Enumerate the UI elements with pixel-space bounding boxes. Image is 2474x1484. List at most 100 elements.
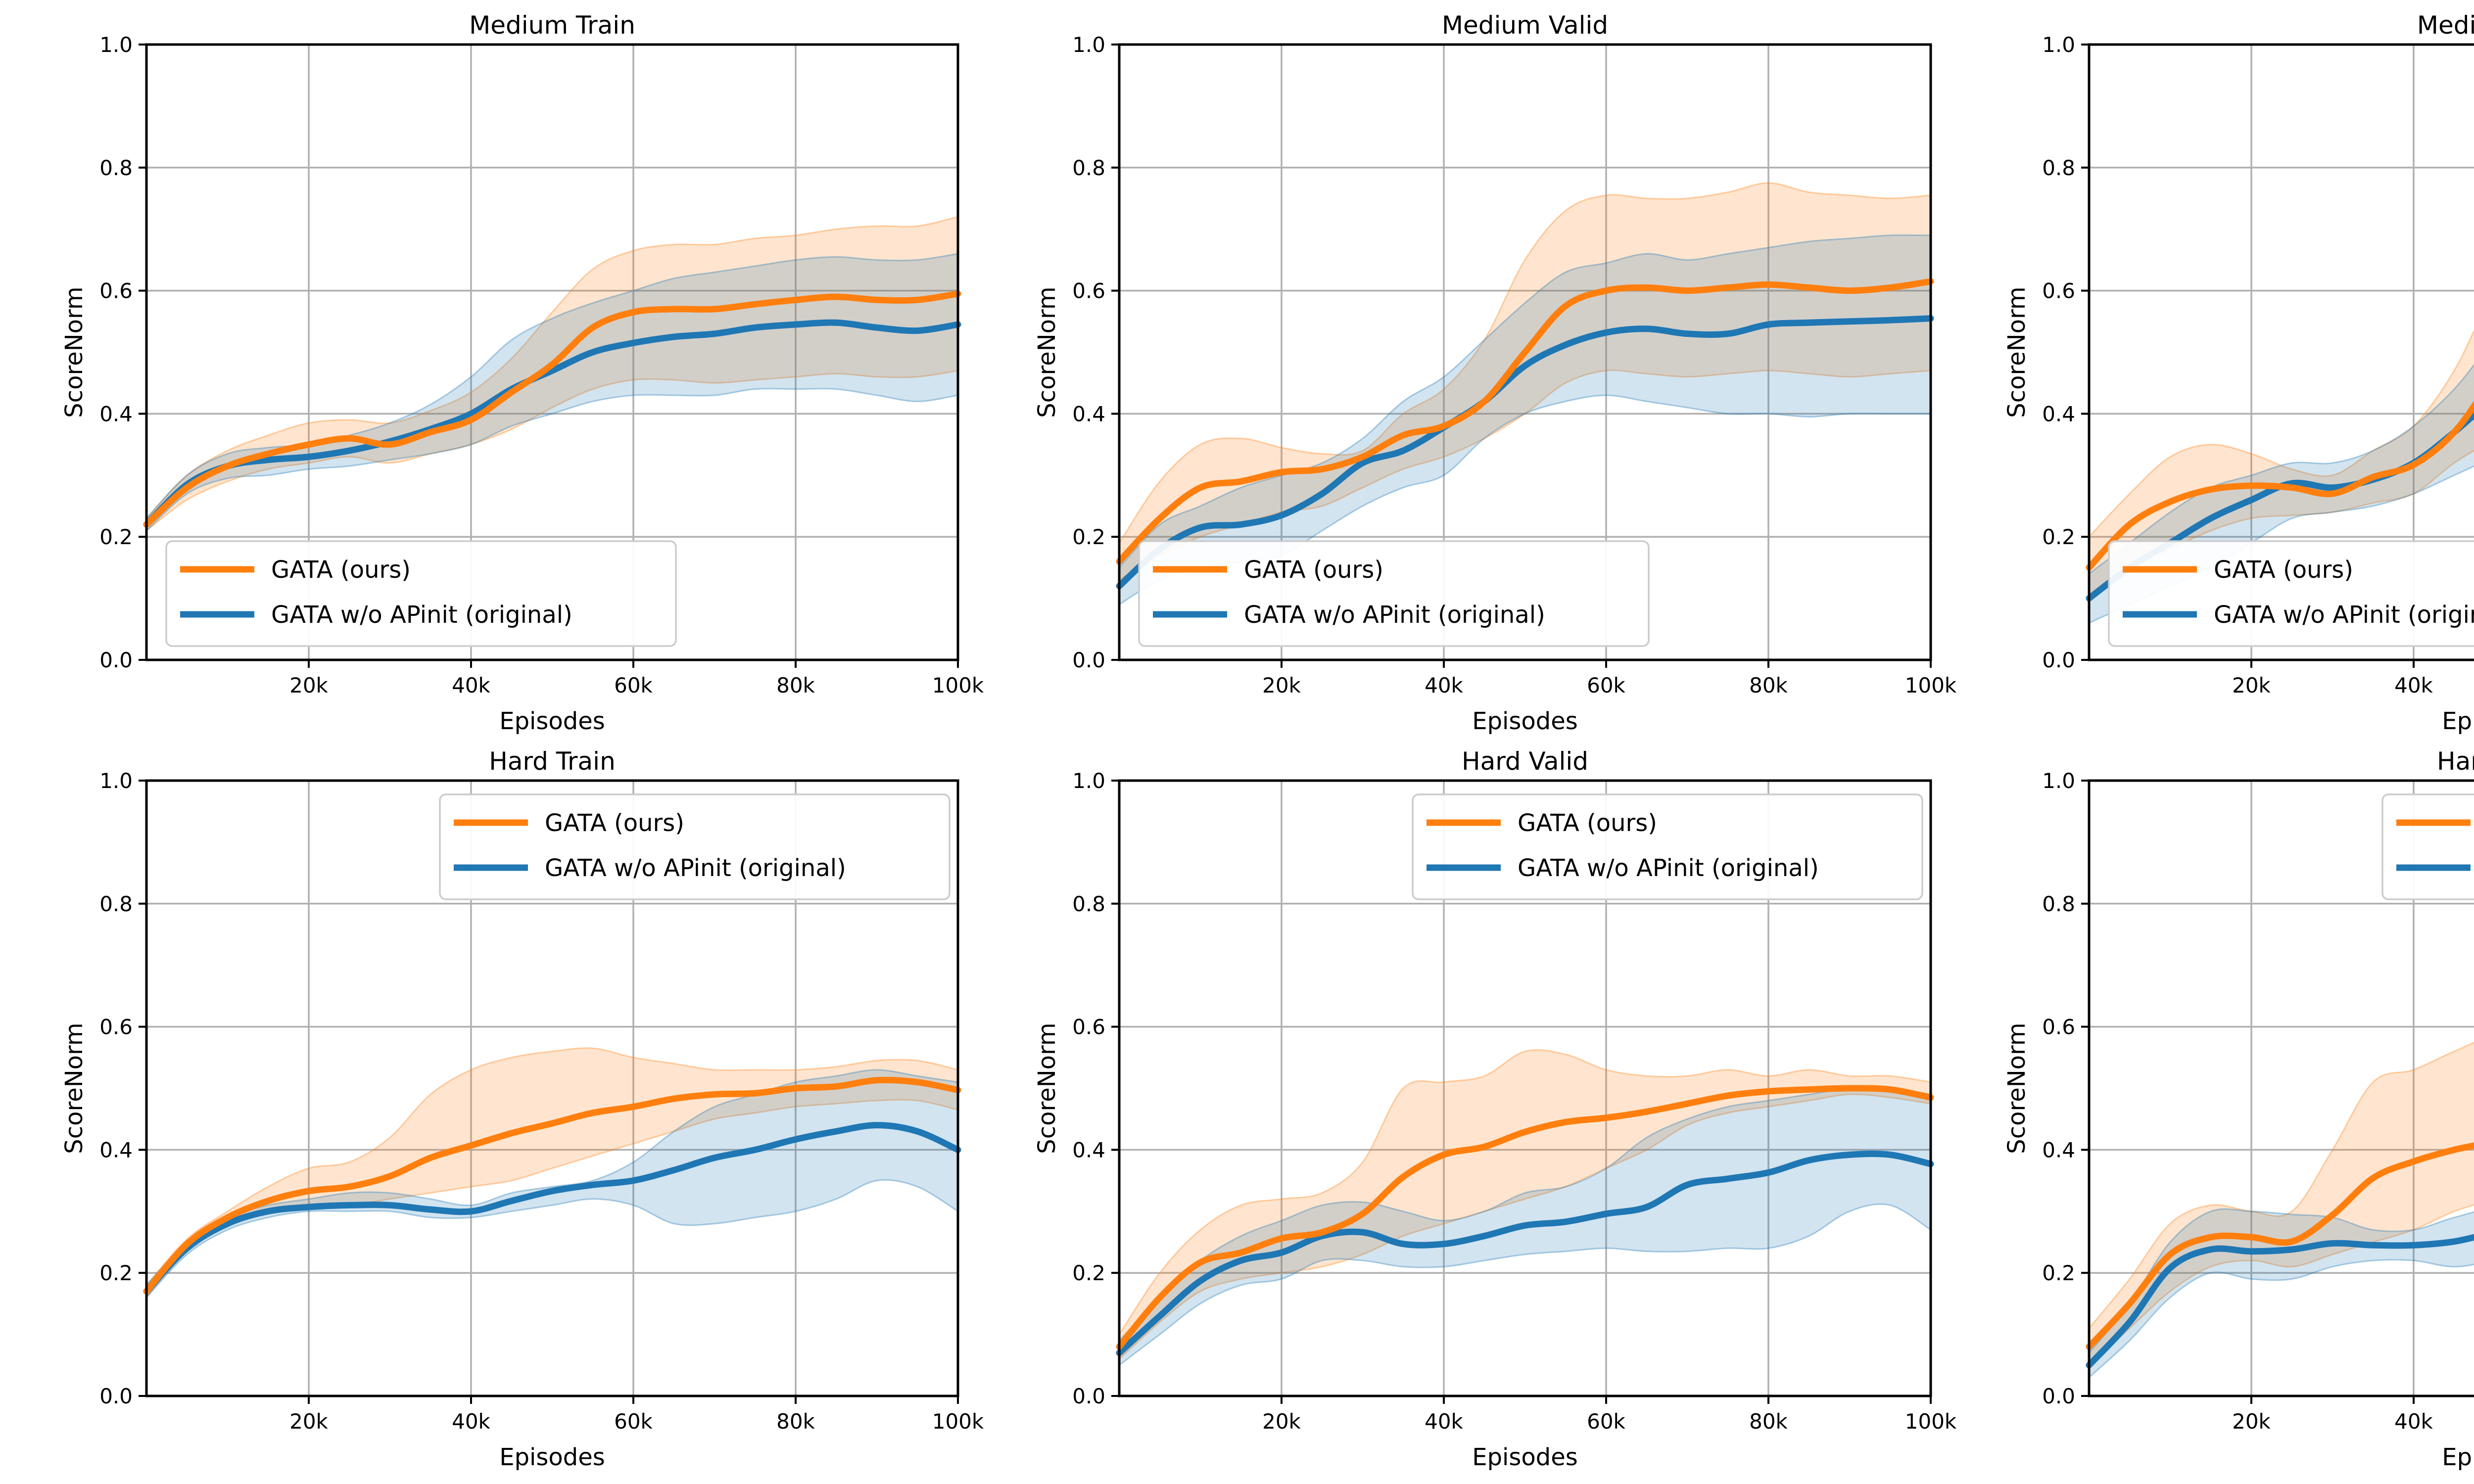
x-tick-label: 60k [1587, 673, 1625, 697]
y-tick-label: 0.2 [1072, 1261, 1105, 1285]
band-edge-lower [2088, 1204, 2474, 1366]
y-tick-label: 0.4 [2042, 402, 2075, 426]
y-tick-label: 0.2 [2042, 1261, 2075, 1285]
band-edge-lower [1119, 1203, 1931, 1366]
plot-title: Hard Valid [1462, 747, 1588, 776]
y-axis-label: ScoreNorm [1033, 286, 1061, 417]
subplot-medium-train: 20k 40k 60k 80k 100k 0.0 0.2 0.4 0.6 0.8 1.0 Medium… [60, 11, 984, 735]
band-gata-wo-apinit [146, 254, 958, 531]
x-axis-label: Episodes [2442, 1443, 2474, 1471]
band-edge-upper [1118, 182, 1931, 544]
x-tick-label: 40k [1425, 673, 1463, 697]
line-gata-wo-apinit [143, 1122, 961, 1295]
y-tick-label: 0.0 [99, 648, 133, 672]
band-edge-upper [2088, 1208, 2474, 1353]
y-tick-label: 0.6 [2042, 279, 2075, 303]
y-tick-label: 0.6 [1072, 279, 1105, 303]
line-gata-ours [143, 290, 961, 528]
y-tick-label: 0.2 [1072, 525, 1105, 549]
legend-box [2108, 540, 2474, 647]
legend-label: GATA (ours) [545, 809, 684, 837]
legend: GATA (ours)GATA w/o APinit (original) [439, 793, 951, 900]
x-tick-label: 80k [776, 673, 815, 697]
band-gata-wo-apinit [1119, 235, 1931, 605]
x-tick-label: 100k [1905, 673, 1957, 697]
axes-spines [2088, 779, 2474, 1397]
line-gata-ours [2086, 1142, 2474, 1350]
y-tick-label: 0.8 [2042, 156, 2075, 180]
line-gata-ours [143, 1076, 961, 1295]
y-tick-label: 1.0 [2042, 769, 2075, 793]
band-edge-upper [145, 1069, 958, 1286]
x-tick-label: 20k [1262, 1409, 1301, 1434]
y-tick-label: 0.0 [1072, 1384, 1105, 1408]
band-gata-ours [1119, 1050, 1931, 1359]
y-tick-label: 0.2 [2042, 525, 2075, 549]
band-edge-lower [2089, 450, 2474, 599]
y-tick-label: 0.4 [99, 1138, 133, 1162]
x-tick-label: 40k [452, 1409, 490, 1434]
line-gata-wo-apinit [1116, 1150, 1934, 1356]
line-gata-wo-apinit [1116, 315, 1934, 590]
y-tick-label: 0.8 [1072, 892, 1105, 916]
x-axis-label: Episodes [2442, 707, 2474, 735]
x-tick-label: 20k [289, 1409, 328, 1434]
band-edge-upper [145, 216, 958, 519]
legend: GATA (ours)GATA w/o APinit (original) [2381, 793, 2474, 900]
x-tick-label: 20k [2232, 1409, 2271, 1434]
y-tick-label: 0.0 [2042, 1384, 2075, 1408]
y-tick-label: 0.0 [2042, 648, 2075, 672]
x-tick-label: 100k [932, 1409, 984, 1434]
legend-box [439, 793, 951, 900]
x-tick-label: 100k [1905, 1409, 1957, 1434]
x-tick-label: 40k [1425, 1409, 1463, 1434]
y-tick-label: 0.8 [99, 892, 133, 916]
subplot-medium-valid: 20k 40k 60k 80k 100k 0.0 0.2 0.4 0.6 0.8 1.0 Medium… [1033, 11, 1957, 735]
y-tick-label: 1.0 [99, 33, 133, 57]
band-edge-upper [145, 1047, 958, 1286]
axes-spines [1118, 43, 1932, 661]
y-tick-label: 0.8 [1072, 156, 1105, 180]
band-edge-upper [1118, 234, 1931, 568]
axes-spines [145, 779, 959, 1397]
y-tick-label: 0.4 [1072, 402, 1105, 426]
plot-title: Medium Test [2417, 11, 2474, 40]
y-tick-label: 0.6 [99, 1015, 133, 1039]
y-axis-label: ScoreNorm [60, 1022, 88, 1154]
band-edge-lower [2088, 1259, 2474, 1378]
x-tick-label: 60k [1587, 1409, 1625, 1434]
x-tick-label: 80k [1749, 1409, 1788, 1434]
legend: GATA (ours)GATA w/o APinit (original) [165, 540, 677, 647]
legend-label: GATA w/o APinit (original) [1244, 601, 1545, 629]
plot-title: Hard Train [489, 747, 616, 776]
legend-label: GATA (ours) [2214, 556, 2353, 584]
y-axis-label: ScoreNorm [60, 286, 88, 417]
y-tick-label: 1.0 [2042, 33, 2075, 57]
x-tick-label: 40k [2394, 1409, 2433, 1434]
y-tick-label: 1.0 [99, 769, 133, 793]
legend-box [2381, 793, 2474, 900]
y-tick-label: 0.2 [99, 1261, 133, 1285]
y-tick-label: 0.8 [2042, 892, 2075, 916]
axes-spines [2088, 43, 2474, 661]
subplot-hard-valid: 20k 40k 60k 80k 100k 0.0 0.2 0.4 0.6 0.8 1.0 Hard V… [1033, 747, 1957, 1471]
x-tick-label: 40k [2394, 673, 2433, 697]
line-gata-wo-apinit [143, 319, 961, 528]
line-gata-ours [2086, 400, 2474, 571]
legend-label: GATA w/o APinit (original) [271, 601, 572, 629]
y-axis-label: ScoreNorm [2003, 1022, 2031, 1154]
x-tick-label: 40k [452, 673, 490, 697]
plot-title: Hard Test [2437, 747, 2474, 776]
legend: GATA (ours)GATA w/o APinit (original) [1412, 793, 1923, 900]
band-edge-upper [2089, 364, 2474, 574]
band-gata-wo-apinit [146, 1069, 958, 1298]
y-tick-label: 0.0 [1072, 648, 1105, 672]
x-axis-label: Episodes [1472, 707, 1578, 735]
band-gata-ours [1119, 183, 1931, 580]
line-gata-ours [1116, 278, 1934, 565]
